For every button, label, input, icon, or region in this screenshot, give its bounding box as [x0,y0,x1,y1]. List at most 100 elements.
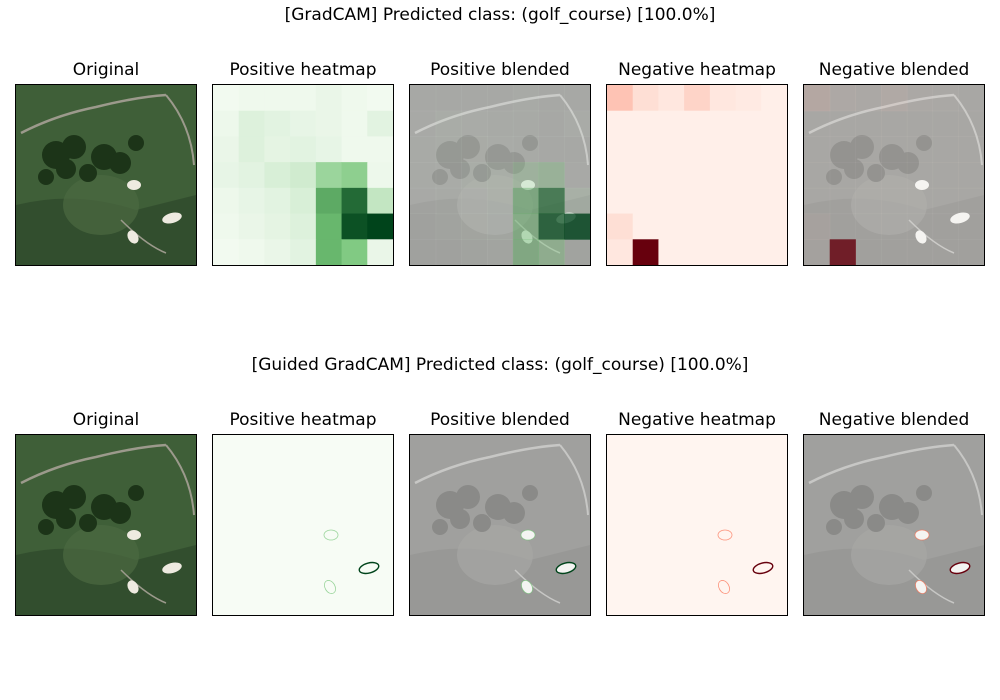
negative-heatmap-cell [735,162,762,189]
positive-heatmap-cell [410,162,437,189]
negative-heatmap-cell [829,162,856,189]
gradcam-negative-blended-title: Negative blended [818,60,970,80]
negative-heatmap-cell [881,239,908,265]
guided-negative-heatmap-image [607,435,787,615]
negative-heatmap-cell [804,162,831,189]
positive-heatmap-cell [461,187,488,215]
positive-heatmap-cell [410,110,437,137]
negative-heatmap-cell [855,162,882,189]
negative-heatmap-cell [632,239,659,265]
negative-heatmap-cell [735,136,762,163]
negative-heatmap-cell [881,187,908,215]
negative-heatmap-cell [855,136,882,163]
positive-heatmap-cell [435,110,462,137]
positive-heatmap-cell [538,110,565,137]
guided-positive-blended-panel [409,434,591,616]
negative-heatmap-cell [906,213,934,240]
positive-heatmap-cell [487,110,514,137]
positive-heatmap-cell [538,162,565,189]
negative-heatmap-cell [607,85,634,112]
guided-negative-blended-image [804,435,984,615]
positive-heatmap-cell [341,187,368,215]
negative-heatmap-cell [684,110,711,137]
positive-heatmap-cell [315,162,343,189]
negative-heatmap-cell [829,110,856,137]
negative-heatmap-cell [632,162,659,189]
positive-heatmap-cell [512,136,540,163]
positive-heatmap-cell [564,187,590,215]
negative-heatmap-cell [932,162,959,189]
gradcam-positive-blended-panel [409,84,591,266]
positive-heatmap-cell [213,239,240,265]
positive-heatmap-cell [290,136,317,163]
positive-heatmap-cell [238,187,265,215]
positive-heatmap-cell [341,136,368,163]
negative-heatmap-cell [709,136,737,163]
positive-heatmap-cell [487,136,514,163]
positive-heatmap-cell [264,162,291,189]
negative-heatmap-cell [958,85,984,112]
positive-heatmap-cell [315,136,343,163]
positive-heatmap-cell [315,110,343,137]
negative-heatmap-cell [761,110,787,137]
negative-heatmap-cell [735,187,762,215]
guided-negative-blended-title: Negative blended [818,410,970,430]
positive-heatmap-cell [290,110,317,137]
negative-heatmap-cell [709,239,737,265]
gradcam-positive-heatmap-panel [212,84,394,266]
positive-heatmap-cell [341,213,368,240]
gradcam-original-image [16,85,196,265]
negative-heatmap-cell [632,85,659,112]
positive-heatmap-cell [487,85,514,112]
positive-heatmap-cell [290,162,317,189]
negative-heatmap-cell [684,136,711,163]
positive-heatmap-cell [564,136,590,163]
negative-heatmap-cell [958,110,984,137]
positive-heatmap-cell [238,239,265,265]
negative-heatmap-cell [684,239,711,265]
positive-heatmap-cell [512,213,540,240]
guided-positive-heatmap-image [213,435,393,615]
negative-heatmap-cell [735,213,762,240]
positive-heatmap-cell [461,239,488,265]
negative-heatmap-cell [607,239,634,265]
positive-heatmap-cell [564,162,590,189]
negative-heatmap-cell [958,162,984,189]
negative-heatmap-cell [804,187,831,215]
positive-heatmap-cell [367,187,393,215]
negative-heatmap-cell [607,136,634,163]
negative-heatmap-cell [855,239,882,265]
guided-positive-blended-image [410,435,590,615]
negative-heatmap-cell [761,239,787,265]
positive-heatmap-cell [213,213,240,240]
negative-heatmap-cell [709,110,737,137]
positive-heatmap-cell [538,187,565,215]
positive-heatmap-cell [367,110,393,137]
positive-heatmap-cell [213,110,240,137]
negative-heatmap-cell [607,162,634,189]
negative-heatmap-cell [658,85,685,112]
positive-heatmap-cell [461,162,488,189]
negative-heatmap-cell [906,136,934,163]
positive-heatmap-cell [315,239,343,265]
negative-heatmap-cell [906,85,934,112]
negative-heatmap-cell [658,239,685,265]
negative-heatmap-cell [632,213,659,240]
positive-heatmap-cell [410,136,437,163]
positive-heatmap-cell [461,110,488,137]
negative-heatmap-cell [761,85,787,112]
positive-heatmap-cell [487,187,514,215]
negative-heatmap-cell [829,239,856,265]
gradcam-negative-blended-image [804,85,984,265]
negative-heatmap-cell [709,85,737,112]
negative-heatmap-cell [906,187,934,215]
negative-heatmap-cell [684,187,711,215]
negative-heatmap-cell [932,136,959,163]
positive-heatmap-cell [461,213,488,240]
positive-heatmap-cell [315,187,343,215]
positive-heatmap-cell [487,162,514,189]
negative-heatmap-cell [684,85,711,112]
negative-heatmap-cell [958,187,984,215]
negative-heatmap-cell [684,162,711,189]
gradcam-positive-heatmap-image [213,85,393,265]
